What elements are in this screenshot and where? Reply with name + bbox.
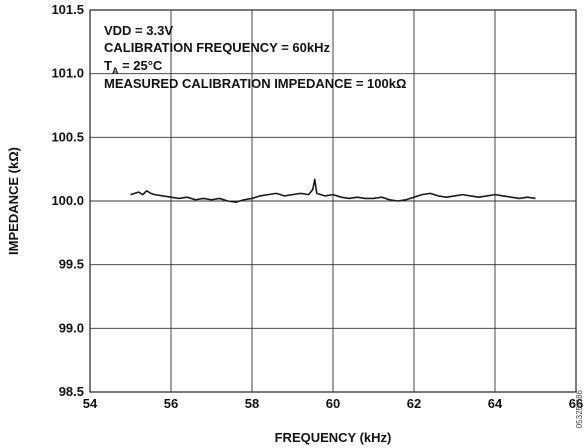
x-tick-labels: 54 56 58 60 62 64 66 [83,396,583,411]
y-tick-label: 100.0 [51,193,84,208]
annotation-line-1: VDD = 3.3V [104,23,173,38]
x-axis-title: FREQUENCY (kHz) [275,430,392,445]
grid [90,10,576,392]
impedance-series-line [130,178,536,204]
annotation-line-3: TA = 25°C [104,58,163,76]
y-tick-label: 101.5 [51,2,84,17]
y-tick-label: 99.5 [59,257,84,272]
x-tick-label: 62 [407,396,421,411]
x-tick-label: 66 [569,396,583,411]
x-tick-label: 58 [245,396,259,411]
figure-id: 05325-086 [575,389,584,428]
series-group [130,178,536,204]
x-tick-label: 60 [326,396,340,411]
x-tick-label: 64 [488,396,503,411]
annotation-line-4: MEASURED CALIBRATION IMPEDANCE = 100kΩ [104,76,406,91]
annotation-line-3-prefix: T [104,58,112,73]
annotation-line-3-sub: A [112,66,119,76]
annotation-box: VDD = 3.3V CALIBRATION FREQUENCY = 60kHz… [104,23,406,91]
annotation-line-2: CALIBRATION FREQUENCY = 60kHz [104,40,330,55]
annotation-line-3-suffix: = 25°C [118,58,162,73]
y-tick-label: 100.5 [51,129,84,144]
x-tick-label: 54 [83,396,98,411]
y-axis-title: IMPEDANCE (kΩ) [6,147,21,255]
y-tick-labels: 98.5 99.0 99.5 100.0 100.5 101.0 101.5 [51,2,84,399]
y-tick-label: 98.5 [59,384,84,399]
y-tick-label: 101.0 [51,66,84,81]
y-tick-label: 99.0 [59,320,84,335]
x-tick-label: 56 [164,396,178,411]
